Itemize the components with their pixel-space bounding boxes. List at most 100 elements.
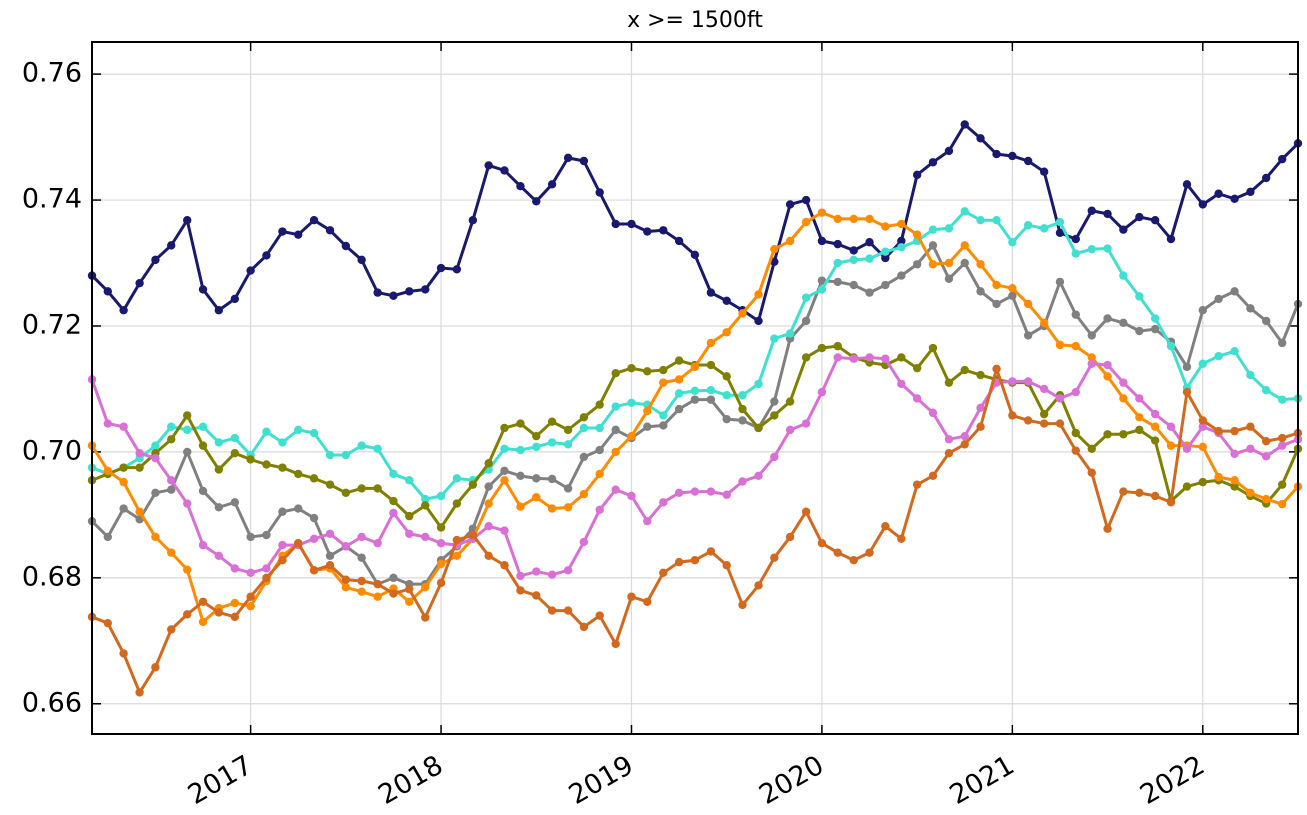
data-point <box>484 161 493 170</box>
data-point <box>833 214 842 224</box>
data-point <box>246 568 255 578</box>
data-point <box>706 288 716 297</box>
data-point <box>325 551 335 561</box>
data-point <box>992 280 1001 290</box>
data-point <box>1008 377 1017 386</box>
data-point <box>801 353 811 362</box>
data-point <box>595 188 604 197</box>
data-point <box>1246 304 1255 313</box>
data-point <box>754 423 763 433</box>
data-point <box>801 316 811 326</box>
data-point <box>674 488 684 498</box>
data-point <box>309 474 319 483</box>
data-point <box>643 516 652 526</box>
data-point <box>1261 316 1271 326</box>
data-point <box>1182 482 1192 491</box>
data-point <box>801 419 811 428</box>
data-point <box>928 408 938 418</box>
data-point <box>928 241 938 250</box>
data-point <box>1008 283 1017 293</box>
data-point <box>611 639 620 649</box>
data-point <box>421 285 430 294</box>
data-point <box>183 610 192 619</box>
data-point <box>1103 372 1112 381</box>
data-point <box>167 548 176 557</box>
data-point <box>563 484 573 493</box>
data-point <box>1230 346 1239 356</box>
data-point <box>627 219 636 229</box>
data-point <box>309 215 319 225</box>
data-point <box>294 230 303 239</box>
data-point <box>325 529 335 538</box>
data-point <box>881 280 890 290</box>
data-point <box>405 476 414 485</box>
data-point <box>547 606 557 615</box>
data-point <box>119 477 128 487</box>
data-point <box>436 539 446 548</box>
data-point <box>357 576 366 586</box>
data-point <box>1135 425 1144 435</box>
data-point <box>833 277 842 287</box>
data-point <box>579 489 589 499</box>
data-point <box>992 364 1001 373</box>
data-point <box>230 498 240 507</box>
data-point <box>706 487 716 496</box>
data-point <box>849 246 858 255</box>
data-point <box>468 215 478 225</box>
data-point <box>1039 318 1049 328</box>
data-point <box>1087 206 1096 215</box>
data-point <box>1023 331 1033 340</box>
data-point <box>1119 487 1128 496</box>
data-point <box>1135 212 1144 222</box>
data-point <box>1087 468 1096 477</box>
data-point <box>151 441 160 450</box>
data-point <box>659 568 668 578</box>
data-point <box>1214 294 1223 304</box>
data-point <box>643 367 652 376</box>
data-point <box>151 255 160 265</box>
data-point <box>1087 244 1096 254</box>
data-point <box>500 423 509 433</box>
data-point <box>405 584 414 594</box>
data-point <box>1214 189 1223 198</box>
data-point <box>230 448 240 458</box>
data-point <box>373 484 382 493</box>
data-point <box>309 428 319 438</box>
data-point <box>167 435 176 444</box>
data-point <box>1150 314 1160 323</box>
data-point <box>849 556 858 565</box>
data-point <box>770 452 779 462</box>
data-point <box>1277 395 1287 404</box>
data-point <box>595 611 604 620</box>
data-point <box>881 522 890 531</box>
data-point <box>262 530 271 540</box>
data-point <box>389 508 398 518</box>
data-point <box>849 255 858 265</box>
data-point <box>611 219 620 229</box>
data-point <box>801 195 811 205</box>
data-point <box>1135 292 1144 301</box>
series-line <box>90 122 1300 323</box>
data-point <box>198 597 208 606</box>
data-point <box>754 471 763 481</box>
data-point <box>976 422 985 431</box>
data-point <box>547 474 557 484</box>
data-point <box>817 285 827 294</box>
data-point <box>167 476 176 485</box>
data-point <box>944 146 954 156</box>
data-point <box>357 255 366 265</box>
data-point <box>500 466 509 476</box>
data-point <box>595 400 604 409</box>
data-point <box>897 271 906 280</box>
data-point <box>1277 154 1287 164</box>
y-tick-label: 0.74 <box>22 184 82 215</box>
data-point <box>1119 394 1128 403</box>
data-point <box>405 597 414 606</box>
data-point <box>421 613 430 622</box>
data-point <box>944 274 954 283</box>
data-point <box>1103 524 1112 533</box>
data-point <box>722 561 731 570</box>
data-point <box>1119 318 1128 328</box>
data-point <box>1198 442 1207 452</box>
data-point <box>167 241 176 250</box>
